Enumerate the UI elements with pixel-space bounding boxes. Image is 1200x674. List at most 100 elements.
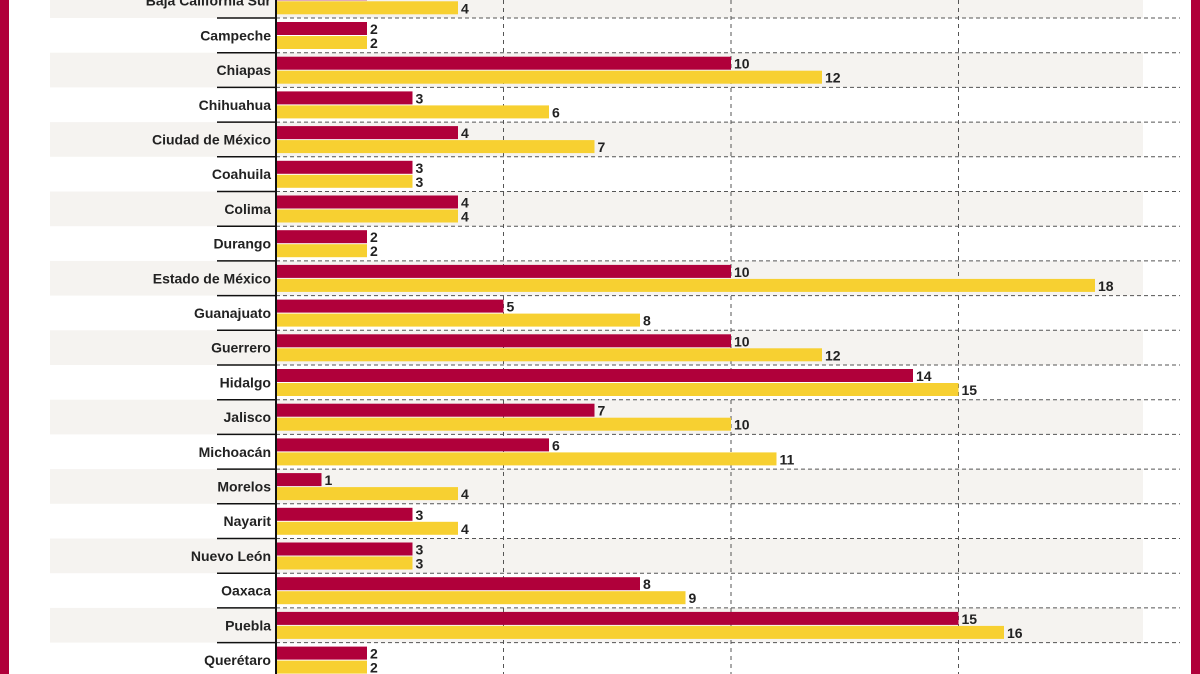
bar-yellow xyxy=(276,660,367,674)
data-label: 4 xyxy=(461,209,469,225)
row-shading xyxy=(50,538,1143,574)
row-shading xyxy=(50,122,1143,157)
bar-red xyxy=(276,230,367,244)
bar-yellow xyxy=(276,591,686,605)
data-label: 10 xyxy=(734,56,750,72)
bar-yellow xyxy=(276,36,367,49)
data-label: 4 xyxy=(461,0,469,16)
data-label: 15 xyxy=(962,611,978,627)
data-label: 12 xyxy=(825,347,841,363)
category-label: Morelos xyxy=(217,478,271,494)
category-label: Jalisco xyxy=(224,409,271,425)
bar-red xyxy=(276,611,959,625)
category-label: Chihuahua xyxy=(199,97,272,113)
category-label: Ciudad de México xyxy=(152,131,271,147)
bar-red xyxy=(276,507,413,521)
bar-yellow xyxy=(276,244,367,258)
category-label: Puebla xyxy=(225,617,271,633)
data-label: 10 xyxy=(734,333,750,349)
category-label: Campeche xyxy=(200,27,271,43)
category-label: Guanajuato xyxy=(194,305,271,321)
bar-yellow xyxy=(276,521,458,535)
data-label: 16 xyxy=(1007,625,1023,641)
bar-yellow xyxy=(276,417,731,431)
data-label: 5 xyxy=(507,299,515,315)
data-label: 11 xyxy=(780,451,795,467)
bar-yellow xyxy=(276,140,595,154)
bar-yellow xyxy=(276,1,458,15)
data-label: 2 xyxy=(370,229,378,245)
data-label: 4 xyxy=(461,195,469,211)
bar-yellow xyxy=(276,278,1095,292)
data-label: 7 xyxy=(598,403,606,419)
data-label: 3 xyxy=(416,556,424,572)
bar-yellow xyxy=(276,487,458,501)
bar-red xyxy=(276,56,731,70)
data-label: 2 xyxy=(370,35,378,51)
bar-yellow xyxy=(276,452,777,466)
data-label: 3 xyxy=(416,90,424,106)
category-label: Durango xyxy=(213,236,271,252)
category-label: Chiapas xyxy=(217,62,272,78)
bar-yellow xyxy=(276,70,822,84)
category-label: Coahuila xyxy=(212,166,271,182)
data-label: 7 xyxy=(598,139,606,155)
bar-yellow xyxy=(276,348,822,362)
bar-red xyxy=(276,369,913,382)
bar-red xyxy=(276,195,458,209)
bar-yellow xyxy=(276,383,959,396)
category-label: Nuevo León xyxy=(191,548,271,564)
row-shading xyxy=(50,191,1143,227)
row-shading xyxy=(50,469,1143,504)
data-label: 6 xyxy=(552,104,560,120)
bar-red xyxy=(276,264,731,278)
bar-red xyxy=(276,473,322,487)
bar-red xyxy=(276,160,413,174)
data-label: 2 xyxy=(370,21,378,37)
category-label: Nayarit xyxy=(224,513,272,529)
bar-red xyxy=(276,334,731,348)
data-label: 4 xyxy=(461,125,469,141)
bar-yellow xyxy=(276,174,413,188)
data-label: 18 xyxy=(1098,278,1114,294)
data-label: 2 xyxy=(370,660,378,674)
data-label: 3 xyxy=(416,160,424,176)
left-frame-border xyxy=(0,0,9,674)
data-label: 6 xyxy=(552,437,560,453)
data-label: 3 xyxy=(416,542,424,558)
category-label: Michoacán xyxy=(199,444,271,460)
data-label: 8 xyxy=(643,576,651,592)
data-label: 8 xyxy=(643,313,651,329)
bar-red xyxy=(276,126,458,140)
data-label: 10 xyxy=(734,264,750,280)
data-label: 9 xyxy=(689,590,697,606)
data-label: 15 xyxy=(962,382,978,398)
bar-red xyxy=(276,91,413,105)
data-label: 4 xyxy=(461,521,469,537)
category-label: Oaxaca xyxy=(221,583,271,599)
data-label: 1 xyxy=(325,472,333,488)
bar-red xyxy=(276,542,413,556)
bar-red xyxy=(276,577,640,591)
bar-yellow xyxy=(276,556,413,570)
bar-yellow xyxy=(276,209,458,223)
data-label: 2 xyxy=(370,0,378,2)
bar-red xyxy=(276,646,367,660)
bar-red xyxy=(276,403,595,417)
category-label: Guerrero xyxy=(211,340,271,356)
data-label: 3 xyxy=(416,174,424,190)
bar-yellow xyxy=(276,313,640,327)
data-label: 4 xyxy=(461,486,469,502)
data-label: 3 xyxy=(416,507,424,523)
category-label: Querétaro xyxy=(204,652,271,668)
data-label: 14 xyxy=(916,368,932,384)
data-label: 2 xyxy=(370,646,378,662)
category-label: Baja California Sur xyxy=(146,0,272,9)
bar-yellow xyxy=(276,105,549,119)
data-label: 2 xyxy=(370,243,378,259)
bar-red xyxy=(276,299,504,313)
category-label: Colima xyxy=(224,201,271,217)
category-label: Estado de México xyxy=(153,270,271,286)
bar-red xyxy=(276,438,549,452)
